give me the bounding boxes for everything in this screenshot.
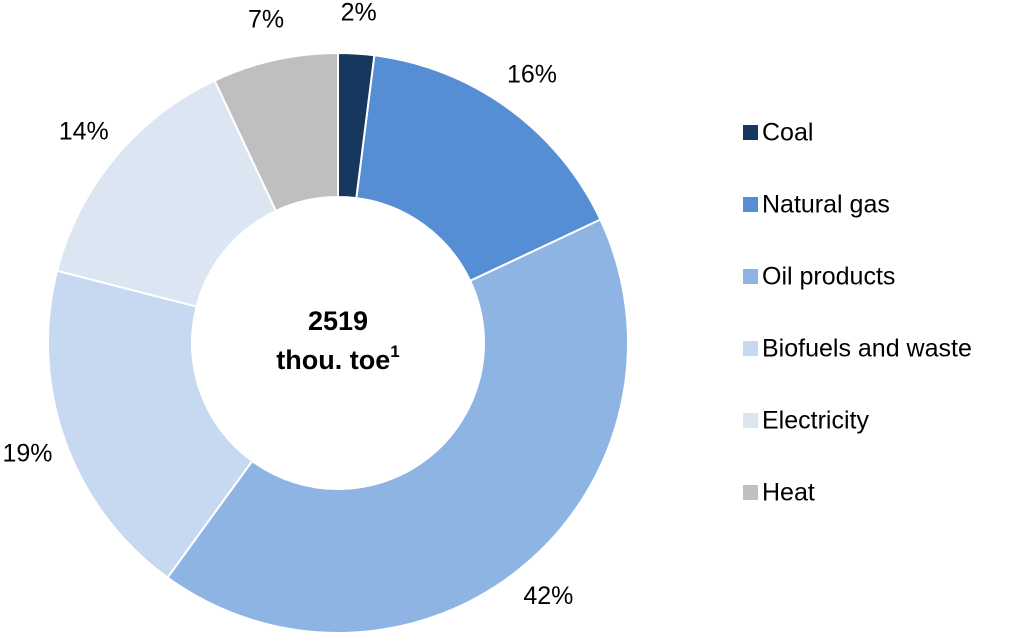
data-label: 7%: [248, 6, 284, 34]
data-label: 16%: [507, 61, 557, 89]
legend-label: Oil products: [762, 263, 895, 291]
center-value: 2519: [308, 306, 368, 336]
data-label: 14%: [59, 117, 109, 145]
legend-swatch: [743, 485, 758, 500]
legend-swatch: [743, 125, 758, 140]
data-label: 42%: [523, 582, 573, 610]
donut-segment: [355, 54, 602, 283]
legend-label: Biofuels and waste: [762, 335, 972, 363]
donut-segment: [55, 79, 278, 308]
donut-segment: [337, 51, 376, 200]
legend-label: Coal: [762, 119, 813, 147]
donut-segment: [47, 269, 254, 580]
legend-label: Electricity: [762, 407, 869, 435]
center-unit-text: thou. toe: [276, 345, 390, 375]
legend-swatch: [743, 197, 758, 212]
center-footnote: 1: [390, 342, 399, 361]
data-label: 19%: [2, 439, 52, 467]
legend-swatch: [743, 341, 758, 356]
legend-label: Natural gas: [762, 191, 890, 219]
donut-segment: [166, 218, 630, 633]
data-label: 2%: [341, 0, 377, 26]
legend-label: Heat: [762, 479, 815, 507]
legend-swatch: [743, 413, 758, 428]
legend-swatch: [743, 269, 758, 284]
center-unit: thou. toe1: [276, 342, 399, 375]
